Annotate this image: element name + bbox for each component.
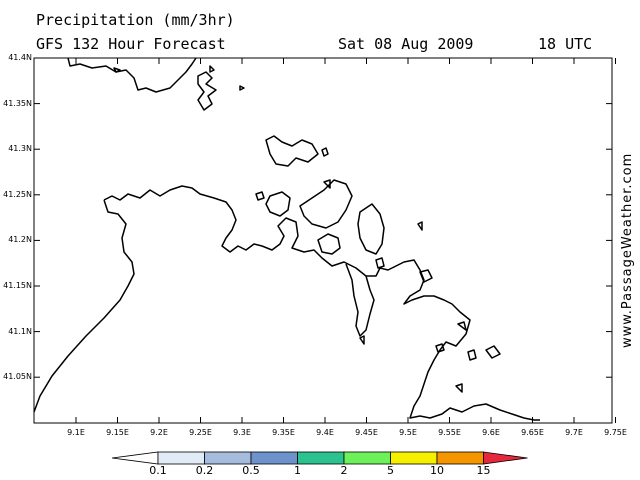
sardinia-inlet — [345, 263, 375, 337]
island-small-l — [435, 343, 445, 353]
lat-label: 41.05N — [3, 372, 32, 382]
colorbar-label: 0.5 — [242, 464, 260, 477]
corsica-islet-dot — [113, 67, 121, 73]
axis-ticks — [34, 57, 616, 423]
lon-label: 9.45E — [355, 428, 378, 437]
lon-label: 9.15E — [106, 428, 129, 437]
colorbar-swatch — [204, 451, 252, 465]
island-spargi — [317, 233, 341, 255]
colorbar-swatch — [157, 451, 205, 465]
lon-label: 9.75E — [604, 428, 627, 437]
lat-label: 41.1N — [8, 326, 32, 336]
colorbar-max-arrow — [483, 451, 528, 465]
colorbar-label: 2 — [340, 464, 348, 477]
lon-label: 9.1E — [67, 428, 85, 437]
lon-label: 9.25E — [189, 428, 212, 437]
corsica-islets — [197, 71, 217, 111]
island-maddalena-north — [265, 135, 319, 167]
lon-label: 9.65E — [521, 428, 544, 437]
forecast-label: GFS 132 Hour Forecast — [36, 35, 226, 53]
island-east — [357, 203, 385, 255]
lat-label: 41.25N — [3, 189, 32, 199]
island-small-h — [485, 345, 501, 359]
island-small-i — [467, 349, 477, 361]
colorbar-swatch — [297, 451, 345, 465]
lon-label: 9.35E — [272, 428, 295, 437]
island-small-b — [321, 147, 329, 157]
colorbar-swatch — [250, 451, 298, 465]
island-small-f — [419, 269, 433, 283]
lon-label: 9.55E — [438, 428, 461, 437]
colorbar-min-arrow — [111, 451, 159, 465]
island-small-j — [455, 383, 463, 393]
colorbar-label: 1 — [294, 464, 301, 477]
island-small-c — [323, 179, 331, 189]
map-frame — [33, 57, 613, 424]
colorbar — [111, 451, 528, 465]
colorbar-label: 5 — [387, 464, 394, 477]
island-small-g — [457, 321, 467, 331]
lat-label: 41.3N — [8, 144, 32, 154]
map-title: Precipitation (mm/3hr) — [36, 11, 235, 29]
lon-label: 9.4E — [316, 428, 334, 437]
colorbar-swatch — [343, 451, 391, 465]
lon-label: 9.6E — [482, 428, 500, 437]
corsica-islet-small — [209, 65, 215, 73]
colorbar-label: 0.2 — [195, 464, 214, 477]
lat-label: 41.4N — [8, 53, 32, 62]
corsica-coast — [67, 57, 197, 93]
lat-label: 41.35N — [3, 98, 32, 108]
lon-label: 9.3E — [233, 428, 251, 437]
forecast-time: 18 UTC — [538, 35, 593, 53]
corsica-islet-tiny — [239, 85, 245, 91]
colorbar-label: 15 — [476, 464, 491, 477]
island-small-e — [375, 257, 385, 269]
island-small-k — [359, 335, 365, 345]
watermark-text: www.PassageWeather.com — [620, 152, 635, 348]
forecast-date: Sat 08 Aug 2009 — [338, 35, 474, 53]
lon-label: 9.7E — [565, 428, 583, 437]
coastline — [33, 57, 540, 421]
lat-label: 41.15N — [3, 281, 32, 290]
island-santo-stefano — [265, 191, 291, 217]
island-small-a — [255, 191, 265, 201]
lon-label: 9.5E — [399, 428, 417, 437]
lat-label: 41.2N — [8, 235, 32, 245]
colorbar-label: 10 — [430, 464, 444, 477]
lon-label: 9.2E — [150, 428, 168, 437]
sardinia-coast — [33, 185, 540, 421]
island-caprera — [299, 179, 353, 229]
colorbar-swatch — [390, 451, 438, 465]
island-small-d — [417, 221, 423, 231]
colorbar-swatch — [436, 451, 484, 465]
colorbar-label: 0.1 — [149, 464, 167, 477]
